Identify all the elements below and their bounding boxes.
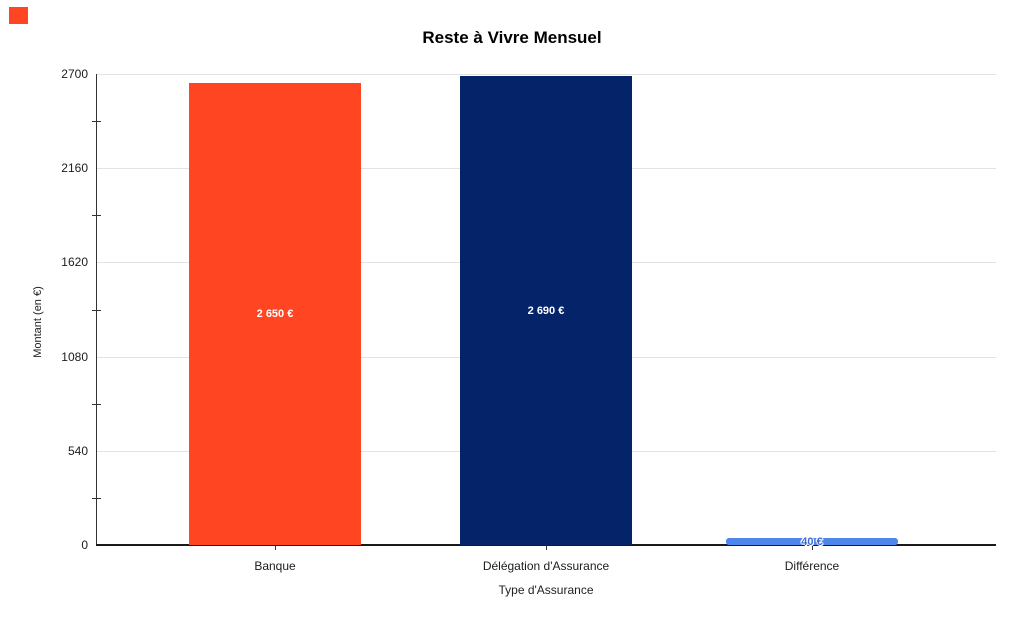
- y-axis-line: [96, 74, 97, 545]
- x-category-label: Banque: [254, 559, 296, 573]
- x-tick: [812, 545, 813, 550]
- y-tick-label: 2700: [61, 67, 88, 81]
- x-axis-title: Type d'Assurance: [498, 583, 594, 597]
- x-category-label: Délégation d'Assurance: [482, 559, 610, 573]
- bar-d-l-gation-d-assurance[interactable]: [460, 76, 632, 545]
- bar-value-label: 40 €: [801, 536, 823, 548]
- x-category-label: Différence: [784, 559, 840, 573]
- bar-diff-rence[interactable]: [726, 538, 898, 545]
- bar-value-label: 2 690 €: [527, 305, 565, 317]
- bar-value-label: 2 650 €: [256, 308, 294, 320]
- y-tick-label: 540: [67, 444, 88, 458]
- y-tick-label: 1620: [61, 255, 88, 269]
- y-gridline: [96, 74, 996, 75]
- x-tick: [546, 545, 547, 550]
- y-tick-label: 1080: [61, 350, 88, 364]
- y-tick-label: 2160: [61, 161, 88, 175]
- x-tick: [275, 545, 276, 550]
- chart-title: Reste à Vivre Mensuel: [422, 28, 602, 47]
- y-tick-label: 0: [81, 538, 88, 552]
- bar-banque[interactable]: [189, 83, 361, 545]
- red-marker: [9, 7, 28, 24]
- y-axis-title: Montant (en €): [32, 286, 44, 358]
